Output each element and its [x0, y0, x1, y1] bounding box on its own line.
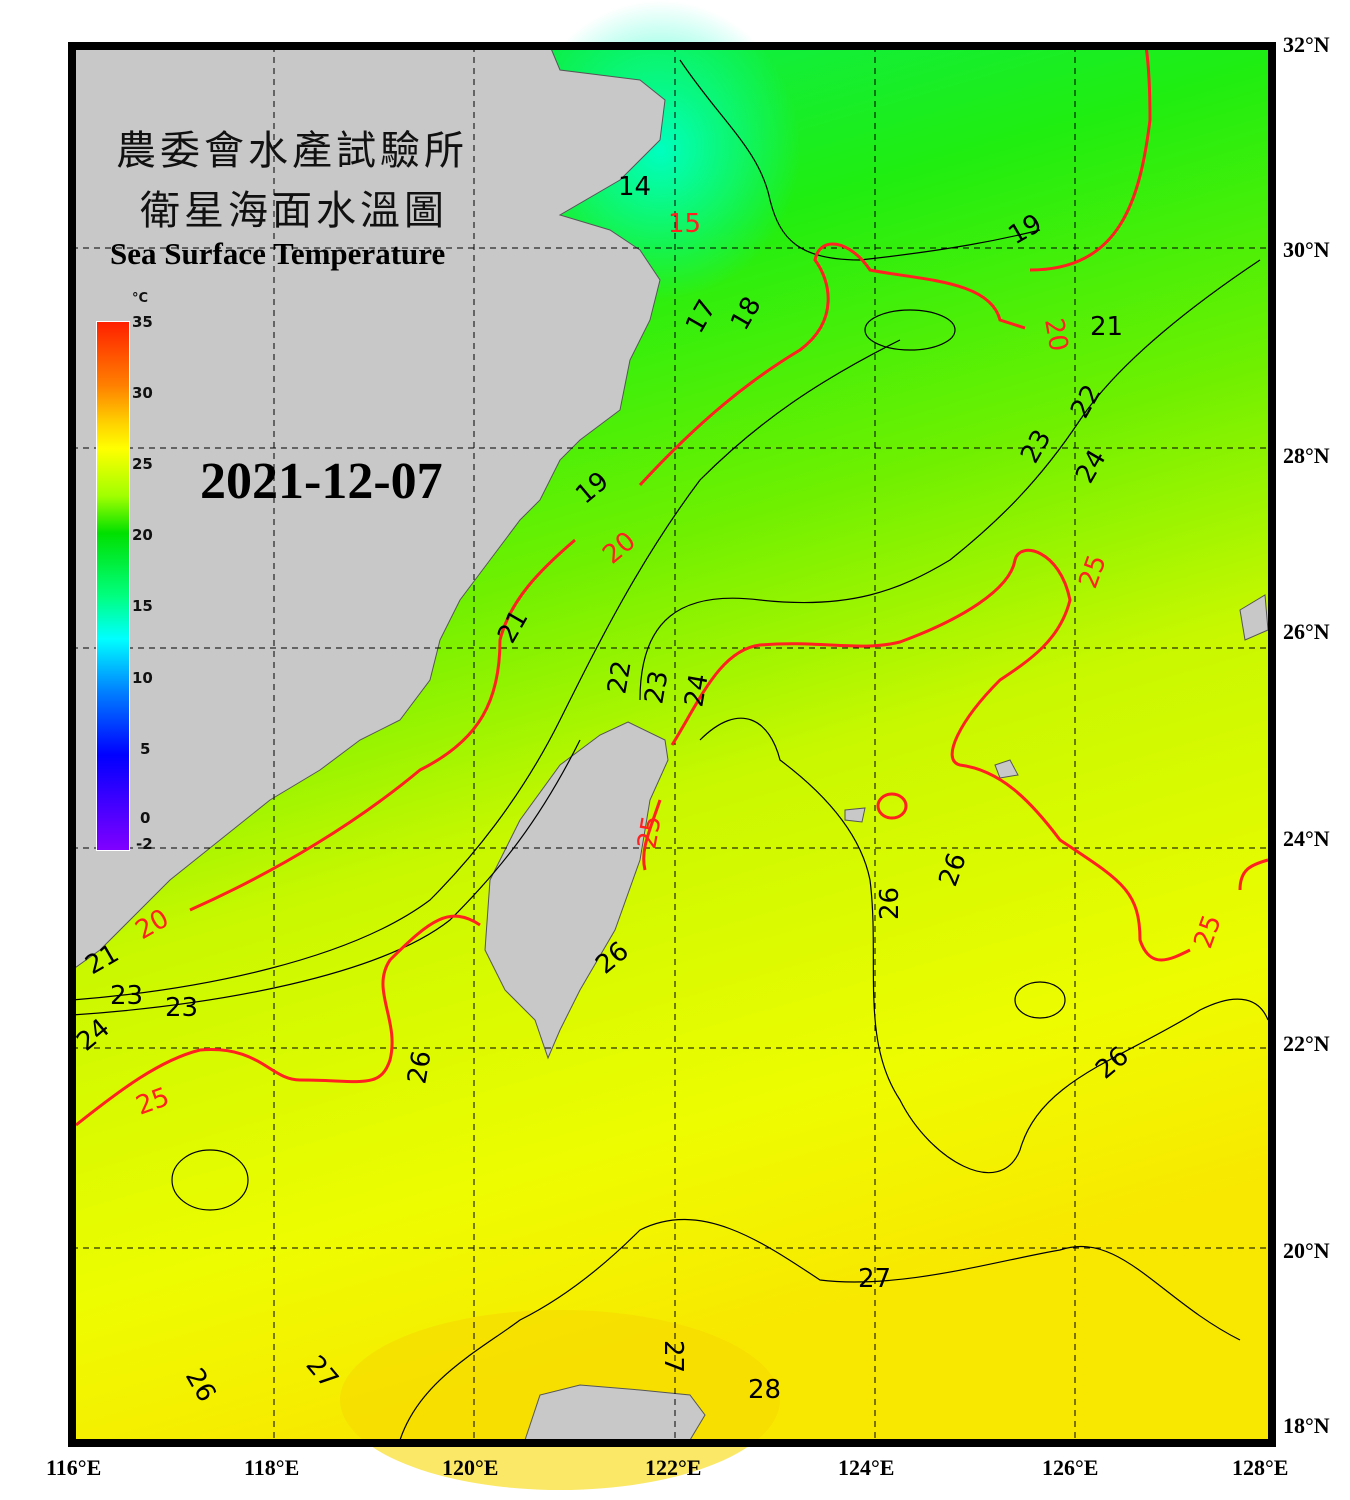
colorbar-scale — [96, 321, 130, 851]
luzon — [524, 1384, 706, 1441]
contour-label: 23 — [110, 981, 143, 1011]
contour-label: 28 — [748, 1375, 781, 1405]
taiwan — [484, 721, 669, 1060]
isotherms-highlighted — [75, 45, 1269, 1127]
lon-label: 124°E — [838, 1455, 895, 1480]
colorbar-tick: 0 — [140, 809, 151, 827]
contour-label: 26 — [875, 887, 905, 920]
colorbar-tick: 10 — [132, 669, 153, 687]
lat-label: 22°N — [1283, 1031, 1330, 1056]
title-chinese-line2: 衛星海面水溫圖 — [140, 188, 448, 234]
lat-label: 20°N — [1283, 1238, 1330, 1263]
contour-label: 14 — [618, 172, 651, 202]
map-date: 2021-12-07 — [200, 453, 443, 510]
lon-label: 122°E — [645, 1455, 702, 1480]
contour-label: 25 — [632, 813, 667, 851]
title-english: Sea Surface Temperature — [110, 236, 446, 271]
lat-label: 18°N — [1283, 1413, 1330, 1438]
map-frame — [68, 42, 1276, 1447]
colorbar-tick: 25 — [132, 455, 153, 473]
lat-label: 30°N — [1283, 237, 1330, 262]
lon-label: 116°E — [46, 1455, 102, 1480]
title-chinese-line1: 農委會水產試驗所 — [116, 128, 468, 174]
lat-label: 32°N — [1283, 32, 1330, 57]
colorbar-unit: °C — [132, 291, 149, 306]
china-mainland — [71, 45, 666, 971]
lon-label: 128°E — [1232, 1455, 1289, 1480]
contour-label: 23 — [639, 668, 674, 706]
graticule — [72, 46, 1272, 1443]
lon-label: 118°E — [244, 1455, 300, 1480]
contour-label: 20 — [1038, 316, 1073, 354]
lat-label: 26°N — [1283, 619, 1330, 644]
contour-label: 24 — [679, 671, 714, 709]
lat-label: 28°N — [1283, 443, 1330, 468]
lon-label: 120°E — [442, 1455, 499, 1480]
colorbar-tick: -2 — [136, 835, 153, 853]
colorbar-tick: 5 — [140, 740, 151, 758]
contour-label: 22 — [602, 658, 637, 696]
contour-label: 27 — [658, 1340, 688, 1373]
contour-label: 26 — [402, 1048, 437, 1086]
lon-label: 126°E — [1042, 1455, 1099, 1480]
lat-label: 24°N — [1283, 826, 1330, 851]
isotherms — [71, 59, 1269, 1441]
contour-label: 23 — [165, 993, 198, 1023]
contour-label: 21 — [1090, 312, 1123, 342]
colorbar-tick: 20 — [132, 526, 153, 544]
colorbar-tick: 30 — [132, 384, 153, 402]
colorbar-tick: 35 — [132, 313, 153, 331]
contour-label: 15 — [668, 209, 701, 239]
contour-label: 27 — [858, 1264, 891, 1294]
colorbar-tick: 15 — [132, 597, 153, 615]
